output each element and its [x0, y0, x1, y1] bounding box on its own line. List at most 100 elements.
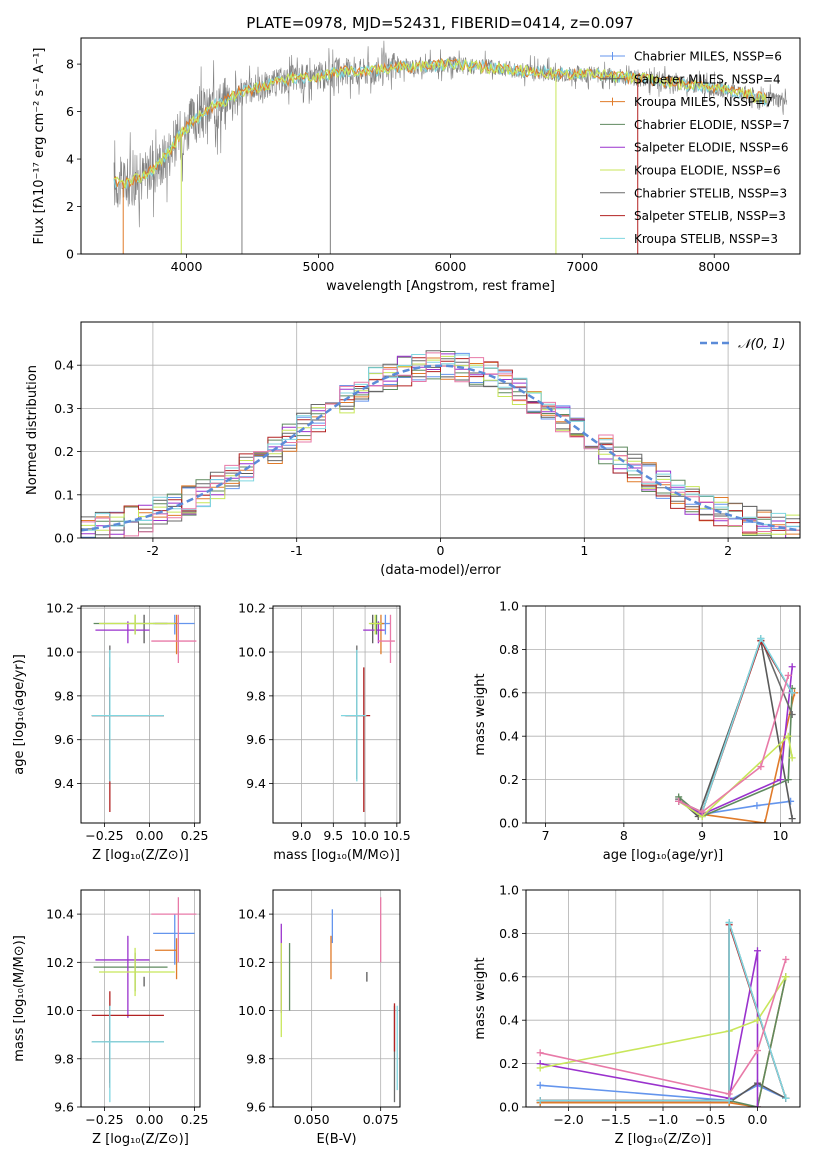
y-axis-label: age [log₁₀(age/yr)]: [12, 654, 27, 775]
weight-marker: [725, 1090, 733, 1098]
axes-frame: [525, 889, 801, 1108]
weight-line: [540, 922, 787, 1102]
axes-frame: [80, 37, 801, 255]
y-tick-label: 9.4: [54, 776, 74, 791]
weight-marker: [782, 973, 790, 981]
plot-area: [340, 614, 395, 813]
x-tick-label: 10.5: [383, 828, 411, 843]
legend-label: Salpeter MILES, NSSP=4: [634, 72, 781, 86]
spectrum-panel: 4000 5000 6000 7000 8000 0 2 4 6 8 wavelength [Ang…: [32, 37, 801, 294]
y-tick-label: 0.2: [54, 444, 74, 459]
weight-marker: [784, 776, 792, 784]
y-tick-label: 0.6: [499, 969, 519, 984]
x-tick-label: −0.25: [85, 1112, 123, 1127]
x-tick-label: 9: [698, 828, 706, 843]
weight-marker: [536, 1081, 544, 1089]
x-axis-label: wavelength [Angstrom, rest frame]: [326, 279, 555, 294]
y-tick-label: 0.4: [54, 358, 74, 373]
data-spectrum-line: [113, 40, 788, 228]
y-axis-label: mass weight: [473, 957, 488, 1039]
y-tick-label: 0.2: [499, 1056, 519, 1071]
weight-marker: [788, 815, 796, 823]
x-tick-label: 5000: [303, 259, 335, 274]
y-axis-label: mass weight: [473, 673, 488, 755]
y-tick-label: 9.6: [246, 1100, 266, 1115]
weight-line: [678, 734, 793, 818]
weight-marker: [784, 671, 792, 679]
weight-marker: [753, 1103, 761, 1107]
x-axis-label: E(B-V): [316, 1132, 356, 1147]
x-tick-label: −1.0: [648, 1112, 678, 1127]
plot-area: [91, 614, 197, 813]
weight-line: [678, 666, 793, 816]
weight-marker: [753, 1047, 761, 1055]
y-tick-label: 10.0: [238, 1003, 266, 1018]
x-axis-label: age [log₁₀(age/yr)]: [603, 848, 724, 863]
mass-vs-metallicity-panel: −0.25 0.00 0.25 9.6 9.8 10.0 10.2 10.4 Z [log₁₀(…: [12, 889, 209, 1147]
y-tick-label: 9.6: [54, 1100, 74, 1115]
weight-marker: [788, 754, 796, 762]
y-tick-label: 10.0: [46, 1003, 74, 1018]
plot-area: [81, 350, 800, 538]
x-tick-label: 0.050: [294, 1112, 330, 1127]
y-tick-label: 0.0: [499, 816, 519, 831]
x-tick-label: 0.075: [363, 1112, 399, 1127]
weight-marker: [698, 808, 706, 816]
residual-histogram: [81, 352, 800, 538]
weight-marker: [782, 955, 790, 963]
mass-vs-ebv-panel: 0.050 0.075 9.6 9.8 10.0 10.2 10.4 E(B-V): [238, 889, 401, 1147]
y-tick-label: 0.1: [54, 487, 74, 502]
figure-title: PLATE=0978, MJD=52431, FIBERID=0414, z=0…: [246, 14, 633, 32]
weight-marker: [788, 689, 796, 697]
legend-label: Chabrier STELIB, NSSP=3: [634, 186, 787, 200]
x-tick-label: 4000: [171, 259, 203, 274]
y-tick-label: 8: [66, 57, 74, 72]
x-tick-label: 0.00: [136, 828, 164, 843]
weight-marker: [787, 797, 795, 805]
y-tick-label: 10.2: [46, 601, 74, 616]
x-tick-label: 9.5: [323, 828, 343, 843]
y-tick-label: 9.8: [54, 688, 74, 703]
model-spectrum-line: [113, 57, 767, 189]
x-tick-label: 10: [772, 828, 788, 843]
x-tick-label: −2.0: [553, 1112, 583, 1127]
weight-marker: [536, 1049, 544, 1057]
y-tick-label: 0.2: [499, 772, 519, 787]
x-tick-label: 0.25: [181, 828, 209, 843]
axes-frame: [80, 605, 201, 824]
y-tick-label: 0.3: [54, 401, 74, 416]
y-tick-label: 9.8: [54, 1051, 74, 1066]
y-tick-label: 0.8: [499, 642, 519, 657]
y-tick-label: 9.6: [246, 732, 266, 747]
age-vs-metallicity-panel: −0.25 0.00 0.25 9.4 9.6 9.8 10.0 10.2 Z [log₁₀(Z…: [12, 601, 209, 863]
y-tick-label: 9.8: [246, 1051, 266, 1066]
x-tick-label: 0.25: [181, 1112, 209, 1127]
x-tick-label: 6000: [434, 259, 466, 274]
weight-marker: [753, 947, 761, 955]
y-tick-label: 0.8: [499, 926, 519, 941]
x-tick-label: -1: [290, 543, 302, 558]
x-tick-label: 2: [724, 543, 732, 558]
plot-area: [675, 635, 799, 823]
weight-marker: [757, 635, 765, 643]
normal-curve: [81, 364, 800, 532]
legend-label: Chabrier MILES, NSSP=6: [634, 50, 782, 64]
weight-marker: [776, 776, 784, 784]
x-tick-label: 9.0: [292, 828, 312, 843]
x-axis-label: mass [log₁₀(M/M⊙)]: [273, 848, 400, 863]
y-tick-label: 0.0: [499, 1100, 519, 1115]
age-vs-mass-panel: 9.0 9.5 10.0 10.5 9.4 9.6 9.8 10.0 10.2 mass [log…: [238, 601, 411, 863]
y-tick-label: 6: [66, 104, 74, 119]
x-tick-label: −0.25: [85, 828, 123, 843]
y-tick-label: 0: [66, 247, 74, 262]
legend-label: Kroupa MILES, NSSP=7: [634, 95, 773, 109]
y-tick-label: 2: [66, 199, 74, 214]
y-axis-label: Flux [fλ10⁻¹⁷ erg cm⁻² s⁻¹ A⁻¹]: [32, 48, 47, 245]
weight-marker: [536, 1064, 544, 1072]
y-tick-label: 10.2: [238, 601, 266, 616]
legend-label: Salpeter STELIB, NSSP=3: [634, 209, 786, 223]
x-tick-label: 10.0: [351, 828, 379, 843]
x-axis-label: (data-model)/error: [380, 563, 501, 578]
y-tick-label: 1.0: [499, 599, 519, 614]
x-tick-label: 8000: [698, 259, 730, 274]
